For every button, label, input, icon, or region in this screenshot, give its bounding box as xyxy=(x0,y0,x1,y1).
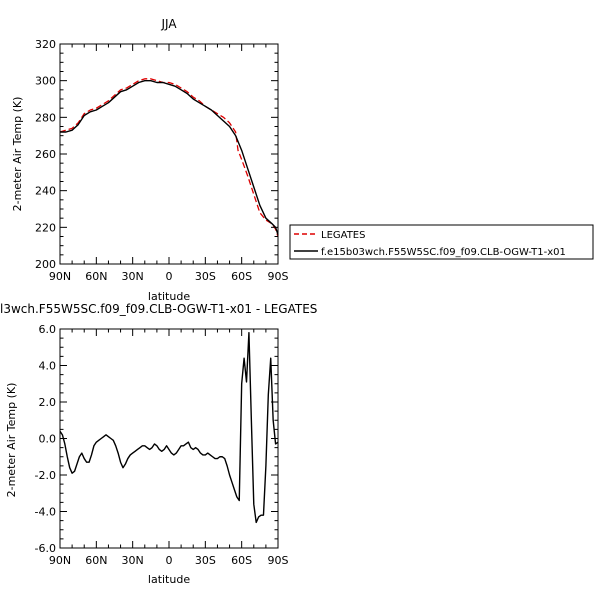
top-chart-xtick-label: 60N xyxy=(85,270,107,283)
legend-label-model: f.e15b03wch.F55W5SC.f09_f09.CLB-OGW-T1-x… xyxy=(321,247,566,258)
bottom-chart-title: l3wch.F55W5SC.f09_f09.CLB-OGW-T1-x01 - L… xyxy=(0,302,317,316)
bottom-chart-xtick-label: 90N xyxy=(49,554,71,567)
top-chart-ytick-label: 280 xyxy=(35,111,56,124)
bottom-chart-ytick-label: -6.0 xyxy=(35,542,56,555)
top-chart-ytick-label: 320 xyxy=(35,38,56,51)
bottom-chart-xtick-label: 30N xyxy=(122,554,144,567)
top-chart-ylabel: 2-meter Air Temp (K) xyxy=(11,97,24,212)
bottom-chart: l3wch.F55W5SC.f09_f09.CLB-OGW-T1-x01 - L… xyxy=(0,302,317,586)
top-chart-ytick-label: 240 xyxy=(35,185,56,198)
bottom-chart-xtick-label: 60N xyxy=(85,554,107,567)
legend: LEGATES f.e15b03wch.F55W5SC.f09_f09.CLB-… xyxy=(289,224,594,260)
top-chart-xtick-label: 30S xyxy=(195,270,216,283)
top-chart-title: JJA xyxy=(160,17,177,31)
top-chart-ytick-label: 300 xyxy=(35,75,56,88)
top-chart-frame xyxy=(59,43,279,265)
top-chart-axes: 90N 60N 30N 0 30S 60S 90S 200 220 240 260 280 300 320 xyxy=(35,38,289,283)
bottom-chart-ytick-label: -2.0 xyxy=(35,469,56,482)
top-chart-xtick-label: 0 xyxy=(166,270,173,283)
bottom-chart-ytick-label: 6.0 xyxy=(39,323,57,336)
top-chart-xtick-label: 60S xyxy=(231,270,252,283)
top-chart-series-line-1 xyxy=(60,79,279,235)
top-chart-xlabel: latitude xyxy=(148,290,190,303)
bottom-chart-xlabel: latitude xyxy=(148,573,190,586)
bottom-chart-xtick-label: 30S xyxy=(195,554,216,567)
top-chart-series-line-0 xyxy=(59,78,279,237)
top-chart-ytick-label: 260 xyxy=(35,148,56,161)
top-chart-series-group xyxy=(59,78,279,237)
bottom-chart-xtick-label: 60S xyxy=(231,554,252,567)
bottom-chart-series-group xyxy=(59,331,279,524)
bottom-chart-ytick-label: -4.0 xyxy=(35,506,56,519)
top-chart-xtick-label: 90S xyxy=(268,270,289,283)
legend-frame xyxy=(289,224,594,260)
bottom-chart-xtick-label: 90S xyxy=(268,554,289,567)
bottom-chart-axes: 90N 60N 30N 0 30S 60S 90S -6.0 -4.0 -2.0 0.0 2.0 4.0… xyxy=(35,323,289,567)
top-chart-ytick-label: 200 xyxy=(35,258,56,271)
bottom-chart-xtick-label: 0 xyxy=(166,554,173,567)
bottom-chart-ytick-label: 2.0 xyxy=(39,396,57,409)
bottom-chart-ytick-label: 4.0 xyxy=(39,360,57,373)
legend-label-legates: LEGATES xyxy=(321,230,365,241)
bottom-chart-series-line-0 xyxy=(59,331,279,524)
top-chart: JJA 90N 60N 30N 0 30S 60S 90S 200 220 240 260 280 30… xyxy=(11,17,594,303)
top-chart-ytick-label: 220 xyxy=(35,221,56,234)
top-chart-xtick-label: 90N xyxy=(49,270,71,283)
top-chart-xtick-label: 30N xyxy=(122,270,144,283)
bottom-chart-ylabel: 2-meter Air Temp (K) xyxy=(5,383,18,498)
bottom-chart-frame xyxy=(59,328,279,549)
bottom-chart-ytick-label: 0.0 xyxy=(39,433,57,446)
